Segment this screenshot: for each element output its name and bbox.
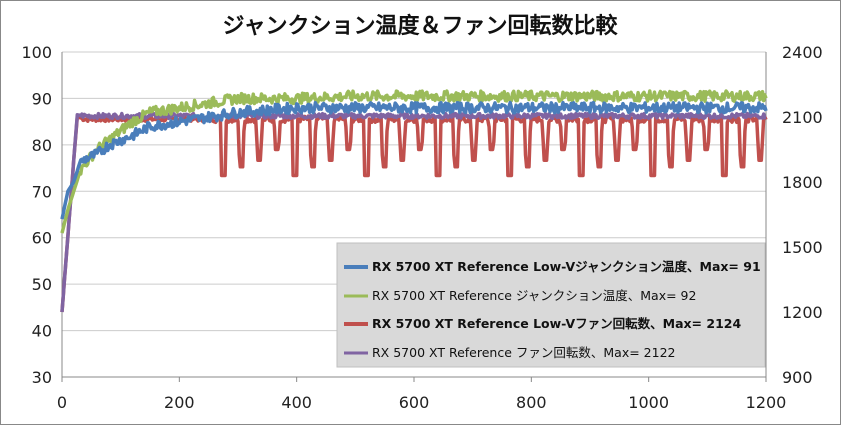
y-left-tick-label: 40 — [32, 322, 52, 341]
legend-box — [336, 242, 766, 368]
legend-entry-low-v-junction-temp: RX 5700 XT Reference Low-Vジャンクション温度、Max=… — [372, 259, 761, 274]
y-left-tick-label: 50 — [32, 275, 52, 294]
y-right-tick-label: 1800 — [782, 173, 823, 192]
y-left-tick-label: 90 — [32, 89, 52, 108]
x-tick-label: 400 — [281, 393, 312, 412]
series-layer — [60, 89, 768, 313]
x-tick-label: 800 — [516, 393, 547, 412]
legend-entry-fan-speed: RX 5700 XT Reference ファン回転数、Max= 2122 — [372, 345, 675, 360]
axis-layer: 30 40 50 60 70 80 90 100 900 1200 1500 1800 2100 2400… — [21, 43, 822, 412]
y-right-tick-label: 900 — [782, 368, 813, 387]
x-tick-label: 0 — [57, 393, 67, 412]
chart-title: ジャンクション温度＆ファン回転数比較 — [223, 13, 619, 39]
y-left-tick-label: 30 — [32, 368, 52, 387]
x-tick-label: 200 — [164, 393, 195, 412]
series-line-junction-temp — [60, 89, 768, 234]
y-right-tick-label: 2100 — [782, 108, 823, 127]
x-tick-label: 1200 — [746, 393, 787, 412]
y-right-tick-label: 1500 — [782, 238, 823, 257]
legend-entry-junction-temp: RX 5700 XT Reference ジャンクション温度、Max= 92 — [372, 288, 696, 303]
y-left-tick-label: 80 — [32, 136, 52, 155]
y-left-tick-label: 70 — [32, 182, 52, 201]
x-tick-label: 600 — [399, 393, 430, 412]
y-right-tick-label: 1200 — [782, 303, 823, 322]
y-right-tick-label: 2400 — [782, 43, 823, 62]
y-left-tick-label: 100 — [21, 43, 52, 62]
legend-entry-low-v-fan-speed: RX 5700 XT Reference Low-Vファン回転数、Max= 21… — [372, 316, 741, 331]
x-tick-label: 1000 — [628, 393, 669, 412]
y-left-tick-label: 60 — [32, 229, 52, 248]
series-line-fan-speed — [60, 111, 767, 313]
legend: RX 5700 XT Reference Low-Vジャンクション温度、Max=… — [336, 242, 766, 368]
series-line-low-v-junction-temp — [60, 100, 768, 220]
